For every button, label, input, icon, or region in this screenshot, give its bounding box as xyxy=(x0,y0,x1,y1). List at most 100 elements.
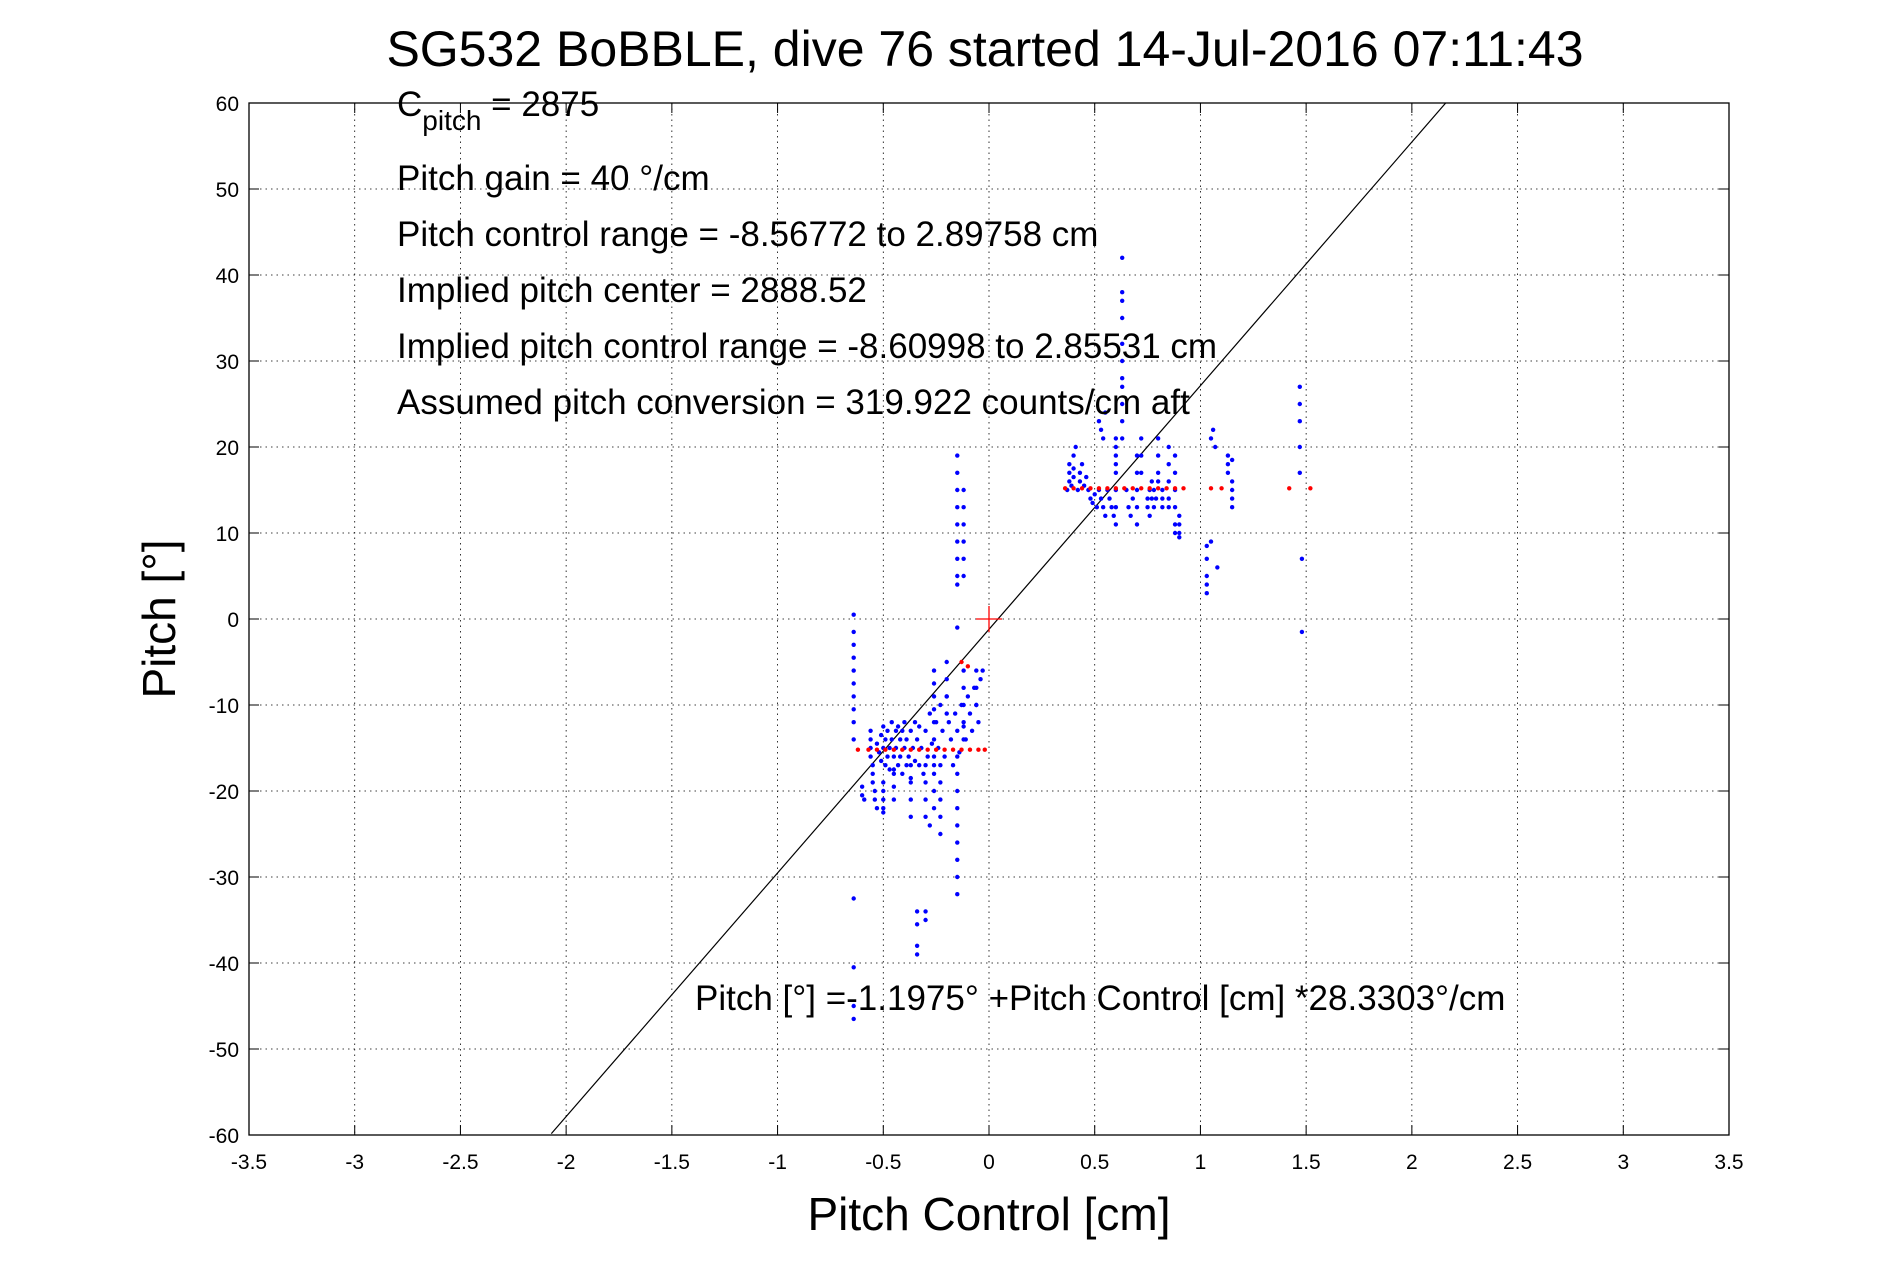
data-point xyxy=(940,728,945,733)
data-point xyxy=(1160,505,1165,510)
data-point xyxy=(1096,486,1102,491)
data-point xyxy=(1062,486,1068,491)
data-point xyxy=(955,840,960,845)
data-point xyxy=(1147,486,1152,491)
data-point xyxy=(938,763,943,768)
data-point xyxy=(906,754,911,759)
data-point xyxy=(891,784,897,789)
data-point xyxy=(868,754,873,759)
data-point xyxy=(1151,487,1157,493)
data-point xyxy=(1113,444,1119,450)
data-point xyxy=(1172,522,1178,527)
data-point xyxy=(955,573,960,579)
data-point xyxy=(1088,496,1093,501)
data-point xyxy=(1155,453,1161,458)
annotation-block: Cpitch = 2875 Pitch gain = 40 °/cm Pitch… xyxy=(397,85,1217,422)
data-point xyxy=(955,806,960,811)
data-point xyxy=(961,668,966,673)
data-point xyxy=(1155,479,1161,484)
data-point xyxy=(955,470,960,475)
data-point xyxy=(851,655,856,660)
data-point xyxy=(1075,487,1081,493)
data-point xyxy=(891,771,897,776)
data-point xyxy=(1151,505,1157,510)
data-point xyxy=(874,741,880,746)
data-point xyxy=(967,711,973,716)
data-point xyxy=(955,857,960,862)
data-point xyxy=(1177,530,1182,536)
data-point xyxy=(938,797,943,802)
data-point xyxy=(1134,487,1140,493)
y-tick-label: -40 xyxy=(209,953,239,976)
data-point xyxy=(933,747,939,752)
data-point xyxy=(851,965,856,970)
data-point xyxy=(851,642,856,647)
data-point xyxy=(931,681,937,686)
data-point xyxy=(1077,479,1083,484)
data-point xyxy=(1094,505,1100,510)
data-point xyxy=(908,763,913,768)
data-point xyxy=(908,747,913,752)
data-point xyxy=(1130,496,1135,501)
x-axis-label: Pitch Control [cm] xyxy=(808,1188,1171,1240)
x-tick-label: 3 xyxy=(1617,1151,1629,1174)
data-point xyxy=(942,747,947,752)
data-point xyxy=(1079,462,1085,467)
x-tick-label: 0 xyxy=(983,1151,995,1174)
data-point xyxy=(961,505,966,510)
data-point xyxy=(881,724,886,729)
data-point xyxy=(931,694,937,699)
data-point xyxy=(851,694,856,699)
data-point xyxy=(908,780,913,785)
series-1 xyxy=(855,486,1313,752)
axis-ticks: -3.5 -3 -2.5 -2 -1.5 -1 -0.5 0 0.5 1 1.5 2 2.5 3 3.5 -6… xyxy=(209,93,1744,1174)
data-point xyxy=(900,747,905,752)
implied-pitch-control-range-annotation: Implied pitch control range = -8.60998 t… xyxy=(397,327,1217,366)
data-point xyxy=(946,720,952,725)
data-point xyxy=(955,522,960,527)
data-point xyxy=(974,668,979,673)
data-point xyxy=(944,711,949,716)
x-tick-label: 2.5 xyxy=(1503,1151,1532,1174)
data-point xyxy=(1147,513,1152,518)
data-point xyxy=(1155,436,1161,441)
data-point xyxy=(931,788,937,794)
data-point xyxy=(961,737,966,742)
data-point xyxy=(923,763,928,768)
y-axis-label: Pitch [°] xyxy=(133,539,185,698)
data-point xyxy=(959,659,964,665)
data-point xyxy=(1177,522,1182,527)
data-point xyxy=(1071,466,1076,471)
x-tick-label: 3.5 xyxy=(1714,1151,1743,1174)
data-point xyxy=(1120,401,1125,407)
pitch-control-range-annotation: Pitch control range = -8.56772 to 2.8975… xyxy=(397,215,1098,254)
c-pitch-symbol: C xyxy=(397,85,422,124)
data-point xyxy=(1225,470,1231,475)
data-point xyxy=(1166,479,1171,484)
data-point xyxy=(1134,453,1140,458)
data-point xyxy=(955,487,960,493)
data-point xyxy=(1071,486,1076,491)
data-point xyxy=(912,758,918,764)
c-pitch-annotation: Cpitch = 2875 xyxy=(397,85,599,136)
data-point xyxy=(872,788,878,794)
data-point xyxy=(900,771,905,776)
data-point xyxy=(1308,486,1313,491)
data-point xyxy=(1120,298,1125,303)
data-point xyxy=(952,711,958,716)
y-tick-label: 0 xyxy=(227,609,239,632)
data-point xyxy=(938,814,943,819)
y-tick-label: -50 xyxy=(209,1039,239,1062)
data-point xyxy=(862,797,867,802)
data-point xyxy=(955,771,960,776)
data-point xyxy=(1120,290,1125,295)
data-point xyxy=(1134,505,1140,510)
data-point xyxy=(908,814,913,819)
data-point xyxy=(927,711,932,716)
y-tick-label: -20 xyxy=(209,781,239,804)
data-point xyxy=(904,737,909,742)
center-marker xyxy=(976,606,1002,632)
data-point xyxy=(1067,470,1072,475)
data-point xyxy=(917,763,922,768)
data-point xyxy=(944,677,949,682)
